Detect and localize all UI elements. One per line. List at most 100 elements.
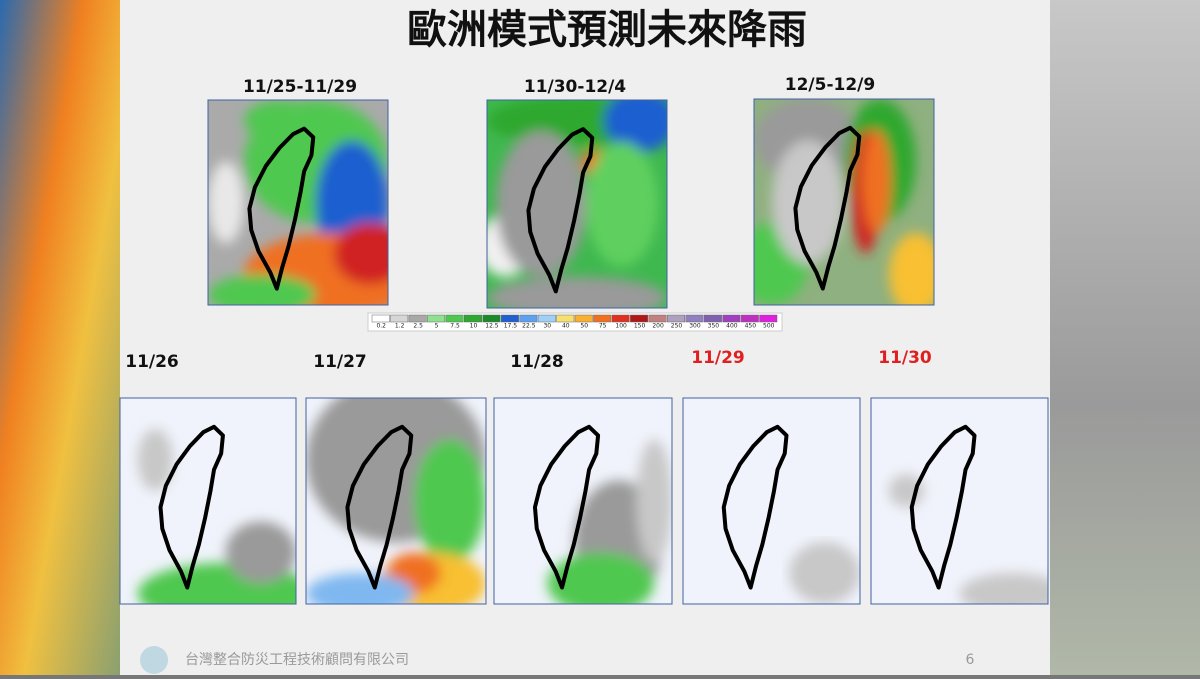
taiwan-outline: [158, 424, 225, 590]
rain-area: [772, 140, 844, 264]
rain-area: [137, 428, 173, 491]
legend-label: 17.5: [504, 323, 518, 330]
map-border: [870, 397, 1049, 605]
rain-field: [306, 398, 486, 604]
rain-field: [208, 100, 388, 305]
rain-map: [306, 398, 486, 604]
map-border: [682, 397, 861, 605]
legend-label: 450: [745, 323, 757, 330]
legend-swatch: [740, 314, 759, 323]
legend-label: 250: [671, 323, 683, 330]
rain-area: [244, 100, 316, 141]
taiwan-outline: [793, 125, 862, 291]
legend-label: 40: [562, 323, 570, 330]
legend-swatch: [556, 314, 575, 323]
legend-swatch: [464, 314, 482, 323]
taiwan-outline: [247, 126, 316, 291]
legend-label: 350: [708, 323, 720, 330]
taiwan-outline: [345, 424, 414, 590]
rain-area: [889, 232, 934, 305]
rain-map: [683, 398, 860, 604]
legend-label: 2.5: [413, 323, 423, 330]
legend-label: 10: [470, 323, 478, 330]
period-label: 12/5-12/9: [785, 75, 875, 95]
legend-swatch: [722, 314, 741, 323]
legend-label: 5: [435, 323, 439, 330]
rain-area: [547, 552, 655, 604]
legend-swatch: [574, 314, 593, 323]
rain-area: [306, 573, 414, 604]
legend-swatch: [630, 314, 649, 323]
map-border: [305, 397, 487, 605]
legend-swatch: [482, 314, 501, 323]
rain-map: [871, 398, 1048, 604]
legend-label: 7.5: [450, 323, 460, 330]
legend-swatch: [427, 314, 446, 323]
map-border: [119, 397, 297, 605]
rain-map: [208, 100, 388, 305]
rain-area: [636, 439, 672, 563]
legend-label: 100: [615, 323, 627, 330]
legend-label: 200: [652, 323, 664, 330]
map-border: [207, 99, 389, 306]
legend-swatch: [611, 314, 630, 323]
rain-area: [959, 573, 1048, 604]
day-label: 11/30: [878, 348, 932, 368]
legend-swatch: [408, 314, 427, 323]
legend-swatch: [537, 314, 556, 323]
rain-area: [208, 274, 316, 305]
legend-label: 500: [763, 323, 775, 330]
rain-area: [334, 223, 388, 285]
rain-area: [208, 161, 244, 244]
logo: [140, 646, 168, 674]
day-label: 11/29: [691, 348, 745, 368]
page-number: 6: [966, 652, 975, 668]
legend-swatch: [593, 314, 612, 323]
slide-title: 歐洲模式預測未來降雨: [407, 7, 807, 53]
legend-swatch: [500, 314, 519, 323]
blurred-background: [1050, 0, 1200, 675]
rain-field: [789, 542, 860, 604]
rain-area: [225, 521, 296, 584]
legend-label: 1.2: [395, 323, 405, 330]
rain-map: [754, 99, 934, 305]
legend-label: 400: [726, 323, 738, 330]
rain-field: [137, 428, 296, 604]
rain-area: [789, 542, 860, 604]
day-label: 11/28: [510, 352, 564, 372]
company-name: 台灣整合防災工程技術顧問有限公司: [185, 652, 409, 668]
rain-map: [120, 398, 296, 604]
map-border: [486, 99, 668, 309]
day-label: 11/27: [313, 352, 367, 372]
rain-area: [487, 276, 667, 308]
taiwan-outline: [909, 424, 977, 590]
taiwan-outline: [526, 127, 595, 294]
legend-swatch: [390, 314, 409, 323]
legend-label: 50: [580, 323, 588, 330]
day-label: 11/26: [125, 352, 179, 372]
rain-field: [754, 99, 934, 305]
legend-swatch: [519, 314, 538, 323]
legend-label: 300: [689, 323, 701, 330]
legend-swatch: [667, 314, 685, 323]
legend-swatch: [703, 314, 722, 323]
legend-label: 12.5: [485, 323, 499, 330]
rain-area: [862, 129, 891, 233]
legend-swatch: [371, 314, 390, 323]
period-label: 11/30-12/4: [524, 77, 626, 97]
rain-map: [494, 398, 672, 604]
rain-area: [604, 100, 667, 152]
legend-label: 22.5: [522, 323, 536, 330]
legend-swatch: [445, 314, 464, 323]
rain-area: [754, 99, 862, 182]
map-border: [493, 397, 673, 605]
rain-area: [496, 131, 586, 277]
rain-area: [586, 141, 658, 267]
taiwan-outline: [532, 424, 601, 590]
legend-label: 150: [634, 323, 646, 330]
blurred-background: [0, 0, 120, 675]
rain-map: [487, 100, 667, 308]
legend-swatch: [648, 314, 667, 323]
